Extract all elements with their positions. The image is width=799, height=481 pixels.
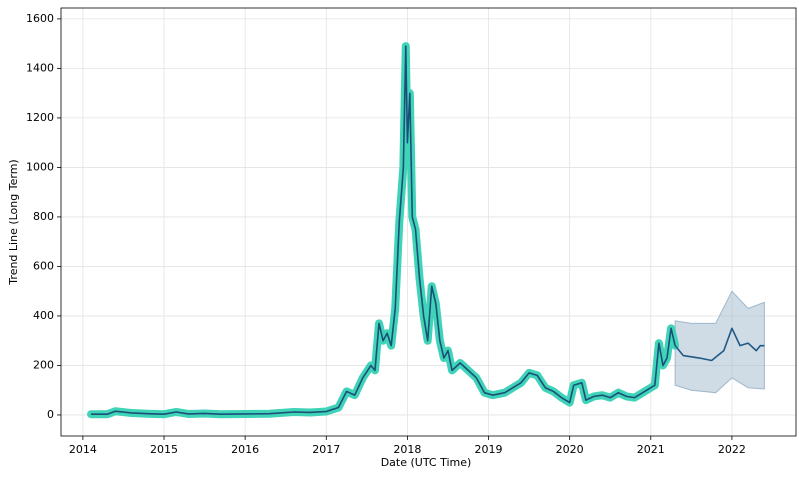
series-outline <box>87 42 680 419</box>
y-axis-label: Trend Line (Long Term) <box>7 159 20 285</box>
y-tick-label: 800 <box>33 210 54 223</box>
plot-frame <box>60 7 797 437</box>
series-line <box>91 45 676 416</box>
y-tick-label: 1000 <box>26 160 54 173</box>
y-tick-label: 0 <box>47 408 54 421</box>
y-tick-label: 1600 <box>26 12 54 25</box>
x-tick-label: 2014 <box>69 443 97 456</box>
x-tick-label: 2021 <box>637 443 665 456</box>
x-tick-label: 2015 <box>150 443 178 456</box>
x-tick-label: 2018 <box>393 443 421 456</box>
y-tick-label: 600 <box>33 259 54 272</box>
uncertainty-band <box>674 290 765 394</box>
x-tick-label: 2016 <box>231 443 259 456</box>
x-tick-label: 2019 <box>475 443 503 456</box>
x-tick-label: 2022 <box>718 443 746 456</box>
x-axis-label: Date (UTC Time) <box>381 456 472 469</box>
y-tick-label: 1400 <box>26 61 54 74</box>
x-tick-label: 2020 <box>556 443 584 456</box>
series-line <box>674 327 765 362</box>
y-tick-label: 400 <box>33 309 54 322</box>
y-tick-label: 1200 <box>26 111 54 124</box>
y-tick-label: 200 <box>33 358 54 371</box>
x-tick-label: 2017 <box>312 443 340 456</box>
